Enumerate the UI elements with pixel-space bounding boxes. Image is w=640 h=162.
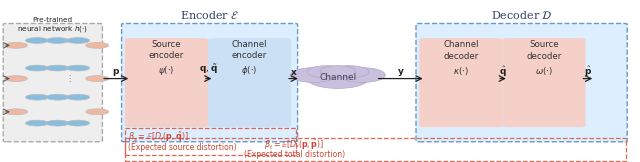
Ellipse shape	[320, 66, 356, 77]
Ellipse shape	[307, 69, 369, 88]
FancyBboxPatch shape	[122, 23, 298, 142]
Text: Channel
encoder
$\phi(\cdot)$: Channel encoder $\phi(\cdot)$	[232, 40, 268, 77]
Circle shape	[46, 38, 69, 43]
Circle shape	[4, 42, 28, 48]
Text: $\hat{\mathbf{p}}$: $\hat{\mathbf{p}}$	[584, 65, 592, 79]
Text: Decoder $\mathcal{D}$: Decoder $\mathcal{D}$	[491, 9, 552, 21]
Circle shape	[4, 109, 28, 115]
Circle shape	[46, 65, 69, 71]
Circle shape	[86, 42, 109, 48]
Text: $\hat{\mathbf{q}}$: $\hat{\mathbf{q}}$	[499, 65, 507, 79]
Circle shape	[46, 120, 69, 126]
FancyBboxPatch shape	[208, 38, 291, 127]
Text: Pre-trained
neural network $h(\cdot)$: Pre-trained neural network $h(\cdot)$	[17, 17, 88, 34]
Circle shape	[26, 65, 49, 71]
FancyBboxPatch shape	[3, 23, 102, 142]
Text: $\beta_t = \mathbb{E}[D_f(\mathbf{p}, \hat{\mathbf{p}})]$: $\beta_t = \mathbb{E}[D_f(\mathbf{p}, \h…	[264, 137, 324, 152]
Text: $\mathbf{p}$: $\mathbf{p}$	[112, 67, 120, 78]
Circle shape	[26, 38, 49, 43]
Text: $\mathbf{x}$: $\mathbf{x}$	[290, 68, 297, 77]
Text: Source
encoder
$\psi(\cdot)$: Source encoder $\psi(\cdot)$	[148, 40, 184, 77]
Circle shape	[26, 120, 49, 126]
Ellipse shape	[330, 66, 369, 78]
Circle shape	[86, 76, 109, 81]
Text: $\beta_s = \mathbb{E}[D_f(\mathbf{p}, \tilde{\mathbf{q}})]$: $\beta_s = \mathbb{E}[D_f(\mathbf{p}, \t…	[128, 130, 189, 144]
FancyBboxPatch shape	[419, 38, 502, 127]
Text: $\mathbf{y}$: $\mathbf{y}$	[397, 67, 404, 78]
Circle shape	[26, 94, 49, 100]
Ellipse shape	[291, 68, 337, 82]
Text: (Expected total distortion): (Expected total distortion)	[244, 150, 345, 159]
Text: Source
decoder
$\omega(\cdot)$: Source decoder $\omega(\cdot)$	[526, 40, 562, 76]
Text: Encoder $\mathcal{E}$: Encoder $\mathcal{E}$	[180, 9, 239, 21]
Text: $\mathbf{q}, \tilde{\mathbf{q}}$: $\mathbf{q}, \tilde{\mathbf{q}}$	[199, 62, 218, 76]
Circle shape	[4, 76, 28, 81]
FancyBboxPatch shape	[416, 23, 627, 142]
Text: Channel
decoder
$\kappa(\cdot)$: Channel decoder $\kappa(\cdot)$	[443, 40, 479, 76]
Text: $\vdots$: $\vdots$	[65, 73, 71, 84]
FancyBboxPatch shape	[502, 38, 586, 127]
FancyBboxPatch shape	[125, 38, 208, 127]
Circle shape	[67, 94, 90, 100]
Circle shape	[67, 120, 90, 126]
Circle shape	[46, 94, 69, 100]
Text: (Expected source distortion): (Expected source distortion)	[128, 143, 237, 152]
Circle shape	[67, 65, 90, 71]
Ellipse shape	[339, 68, 385, 82]
Ellipse shape	[307, 66, 346, 78]
Circle shape	[67, 38, 90, 43]
Circle shape	[86, 109, 109, 115]
Text: Channel: Channel	[319, 73, 356, 82]
